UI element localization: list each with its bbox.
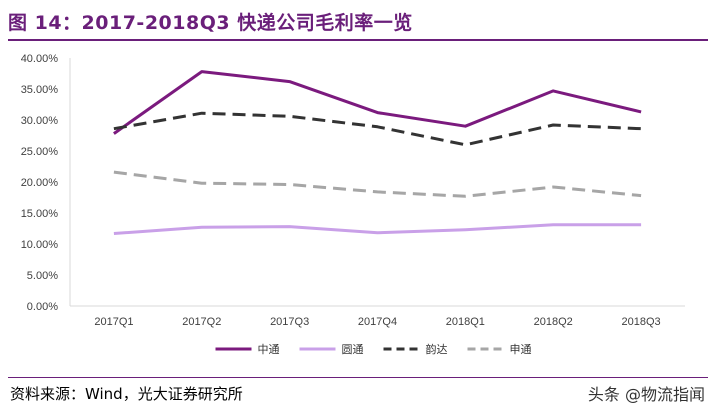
x-tick-label: 2017Q2 [182, 316, 221, 328]
y-tick-label: 40.00% [21, 53, 59, 65]
series-line-2 [113, 111, 642, 147]
y-tick-label: 15.00% [21, 208, 59, 220]
x-tick-label: 2017Q1 [94, 316, 133, 328]
y-tick-label: 30.00% [21, 115, 59, 127]
watermark: 头条 @物流指闻 [587, 385, 705, 404]
y-tick-label: 10.00% [21, 239, 59, 251]
figure-title: 图 14：2017-2018Q3 快递公司毛利率一览 [8, 12, 413, 34]
series-line-3 [113, 170, 642, 198]
y-tick-label: 20.00% [21, 177, 59, 189]
title-divider [8, 39, 708, 41]
legend-label-2: 韵达 [426, 342, 448, 356]
legend-label-1: 圆通 [342, 343, 364, 356]
y-tick-label: 35.00% [21, 84, 59, 96]
legend-label-3: 申通 [510, 343, 532, 356]
y-tick-label: 5.00% [27, 270, 58, 282]
x-tick-labels: 2017Q1 2017Q2 2017Q3 2017Q4 2018Q1 2018Q2 2018… [94, 316, 660, 328]
series-lines [113, 70, 642, 235]
x-tick-label: 2018Q3 [621, 316, 660, 328]
y-tick-label: 25.00% [21, 146, 59, 158]
source-note: 资料来源：Wind，光大证券研究所 [10, 385, 243, 403]
y-tick-label: 0.00% [27, 301, 58, 313]
series-line-0 [113, 70, 642, 135]
legend: 中通 圆通 韵达 申通 [215, 342, 532, 356]
series-line-1 [113, 223, 642, 235]
y-tick-labels: 0.00% 5.00% 10.00% 15.00% 20.00% 25.00% 30.00%… [21, 53, 59, 313]
x-tick-label: 2018Q2 [534, 316, 573, 328]
footer-divider [8, 377, 708, 378]
legend-label-0: 中通 [258, 343, 280, 356]
x-tick-label: 2018Q1 [446, 316, 485, 328]
x-tick-label: 2017Q4 [358, 316, 397, 328]
x-tick-label: 2017Q3 [270, 316, 309, 328]
